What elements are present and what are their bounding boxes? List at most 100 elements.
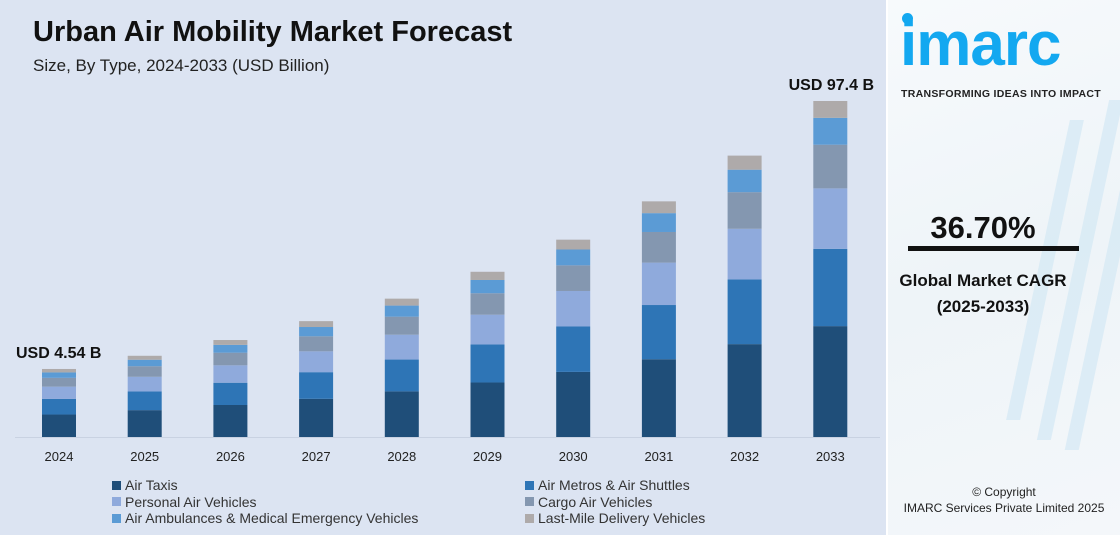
bar-segment-2024-3	[42, 377, 76, 387]
legend-swatch	[112, 497, 121, 506]
bar-segment-2026-4	[213, 344, 248, 353]
bar-segment-2024-0	[42, 414, 76, 437]
bar-segment-2024-1	[42, 398, 76, 415]
legend-label: Personal Air Vehicles	[125, 493, 257, 510]
x-tick-label: 2025	[130, 449, 159, 464]
bar-segment-2025-3	[127, 366, 162, 377]
bar-segment-2028-0	[384, 391, 419, 437]
bar-segment-2024-4	[42, 372, 76, 378]
bar-segment-2031-5	[641, 201, 676, 214]
legend-item: Air Ambulances & Medical Emergency Vehic…	[112, 510, 418, 526]
legend-item: Cargo Air Vehicles	[525, 494, 652, 510]
bar-segment-2030-4	[556, 249, 591, 266]
legend-label: Air Metros & Air Shuttles	[538, 477, 690, 493]
x-tick-label: 2026	[216, 449, 245, 464]
x-tick-label: 2024	[45, 449, 74, 464]
bar-segment-2029-4	[470, 279, 505, 294]
bar-segment-2028-5	[384, 298, 419, 306]
bar-segment-2032-3	[727, 192, 762, 229]
cagr-label-text: Global Market CAGR	[899, 271, 1067, 290]
bar-segment-2033-4	[813, 117, 848, 145]
legend-swatch	[112, 513, 121, 523]
bar-segment-2029-5	[470, 271, 505, 280]
annotation-first: USD 4.54 B	[16, 345, 101, 362]
bar-segment-2028-4	[384, 305, 419, 317]
bar-chart: 2024 2025 2026 2027 2028 2029 2030 2031 2032 2033…	[15, 77, 880, 464]
cagr-period: (2025-2033)	[936, 297, 1030, 316]
side-panel: imarc TRANSFORMING IDEAS INTO IMPACT 36.…	[888, 0, 1120, 535]
copyright: © Copyright IMARC Services Private Limit…	[888, 484, 1120, 516]
divider	[908, 246, 1079, 251]
legend-swatch	[525, 480, 534, 490]
bar-segment-2028-2	[384, 334, 419, 360]
bar-segment-2033-2	[813, 188, 848, 249]
bar-segment-2026-0	[213, 404, 248, 437]
chart-title: Urban Air Mobility Market Forecast	[33, 16, 513, 48]
bar-segment-2024-2	[42, 386, 76, 399]
bar-segment-2031-4	[641, 213, 676, 232]
x-tick-label: 2027	[302, 449, 331, 464]
bar-segment-2025-1	[127, 391, 162, 411]
bar-segment-2027-0	[299, 398, 334, 437]
bar-segment-2033-1	[813, 248, 848, 327]
bar-segment-2026-1	[213, 382, 248, 405]
cagr-label: Global Market CAGR (2025-2033)	[888, 268, 1078, 320]
bar-segment-2032-0	[727, 344, 762, 437]
bar-segment-2031-0	[641, 359, 676, 437]
bar-segment-2028-3	[384, 316, 419, 335]
chart-subtitle: Size, By Type, 2024-2033 (USD Billion)	[33, 56, 330, 75]
bar-segment-2028-1	[384, 359, 419, 392]
bar-segment-2027-1	[299, 372, 334, 399]
bar-segment-2029-1	[470, 344, 505, 383]
bar-segment-2032-5	[727, 155, 762, 170]
x-tick-label: 2030	[559, 449, 588, 464]
legend-item: Personal Air Vehicles	[112, 494, 257, 510]
legend-label: Last-Mile Delivery Vehicles	[538, 510, 706, 526]
legend-item: Air Metros & Air Shuttles	[525, 477, 690, 493]
bar-segment-2031-3	[641, 231, 676, 263]
legend-item: Air Taxis	[112, 477, 178, 493]
legend-swatch	[112, 480, 121, 490]
bar-segment-2024-5	[42, 368, 76, 373]
bar-segment-2032-1	[727, 279, 762, 345]
bar-segment-2026-5	[213, 340, 248, 345]
imarc-logo: imarc	[900, 10, 1061, 79]
bar-segment-2027-4	[299, 327, 334, 337]
legend-item: Last-Mile Delivery Vehicles	[525, 510, 705, 526]
bar-segment-2030-3	[556, 265, 591, 291]
legend-label: Cargo Air Vehicles	[538, 493, 653, 510]
tagline: TRANSFORMING IDEAS INTO IMPACT	[901, 88, 1101, 100]
bar-segment-2025-4	[127, 359, 162, 367]
legend-label: Air Ambulances & Medical Emergency Vehic…	[125, 510, 419, 526]
bar-segment-2031-1	[641, 305, 676, 360]
bar-segment-2033-5	[813, 101, 848, 118]
bar-segment-2030-1	[556, 326, 591, 372]
bar-segment-2030-0	[556, 371, 591, 437]
logo-dot	[902, 13, 913, 24]
legend-swatch	[525, 513, 534, 523]
bar-segment-2025-0	[127, 410, 162, 437]
bar-segment-2031-2	[641, 262, 676, 306]
bar-segment-2027-2	[299, 351, 334, 373]
cagr-value: 36.70%	[930, 210, 1036, 245]
bar-segment-2032-4	[727, 169, 762, 193]
bar-segment-2030-2	[556, 290, 591, 327]
x-tick-label: 2031	[644, 449, 673, 464]
company-name: IMARC Services Private Limited 2025	[903, 501, 1105, 515]
x-tick-label: 2028	[387, 449, 416, 464]
copyright-label: © Copyright	[972, 485, 1036, 499]
chart-panel: Urban Air Mobility Market Forecast Size,…	[0, 0, 886, 535]
bar-segment-2027-3	[299, 336, 334, 352]
bar-segment-2026-2	[213, 365, 248, 383]
legend-swatch	[525, 497, 534, 506]
bar-segment-2033-3	[813, 144, 848, 189]
bar-segment-2025-5	[127, 355, 162, 360]
bar-segment-2029-2	[470, 314, 505, 345]
bar-segment-2033-0	[813, 326, 848, 437]
annotation-last: USD 97.4 B	[789, 77, 874, 94]
bar-segment-2025-2	[127, 376, 162, 392]
x-tick-label: 2032	[730, 449, 759, 464]
bar-segment-2029-0	[470, 382, 505, 437]
bar-segment-2027-5	[299, 321, 334, 328]
bar-segment-2029-3	[470, 293, 505, 315]
